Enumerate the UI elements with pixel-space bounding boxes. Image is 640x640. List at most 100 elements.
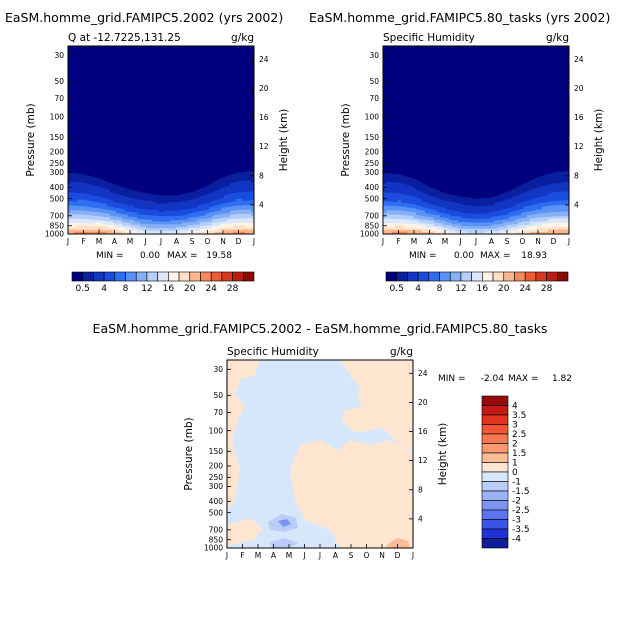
field-cell [413, 232, 417, 234]
field-cell [401, 200, 405, 204]
field-cell [548, 190, 552, 194]
field-cell [122, 225, 126, 228]
field-cell [482, 227, 486, 230]
field-cell [530, 224, 534, 227]
field-cell [440, 218, 444, 222]
field-cell [107, 228, 111, 231]
field-cell [497, 227, 501, 230]
field-cell [218, 208, 222, 212]
field-cell [146, 218, 150, 221]
field-cell [74, 179, 78, 183]
field-cell [485, 221, 489, 224]
field-cell [533, 200, 537, 204]
field-cell [422, 214, 426, 217]
field-cell [416, 201, 420, 205]
field-cell [200, 216, 204, 219]
field-cell [488, 201, 492, 204]
field-cell [95, 203, 99, 207]
field-cell [452, 218, 456, 221]
field-cell [491, 198, 495, 201]
field-cell [173, 198, 177, 201]
field-cell [215, 180, 219, 184]
field-cell [389, 177, 393, 181]
field-cell [506, 209, 510, 212]
field-cell [203, 203, 207, 207]
field-cell [443, 200, 447, 203]
field-cell [131, 218, 135, 221]
field-cell [428, 218, 432, 222]
field-cell [80, 212, 84, 216]
field-cell [533, 188, 537, 192]
field-cell [164, 196, 168, 199]
field-cell [461, 204, 465, 207]
field-cell [128, 191, 132, 194]
field-cell [197, 219, 201, 222]
field-cell [164, 232, 168, 234]
field-cell [467, 218, 471, 221]
field-cell [500, 229, 504, 232]
field-cell [539, 203, 543, 206]
field-cell [206, 221, 210, 225]
x-tick-label: O [205, 237, 211, 246]
field-cell [140, 214, 144, 217]
field-cell [134, 217, 138, 220]
field-cell [248, 189, 252, 193]
colorbar-swatch [242, 271, 255, 282]
field-cell [524, 224, 528, 228]
field-cell [563, 200, 567, 204]
field-cell [155, 201, 159, 204]
field-cell [524, 206, 528, 210]
field-cell [185, 225, 189, 228]
field-cell [143, 229, 147, 232]
field-cell [179, 197, 183, 200]
field-cell [77, 218, 81, 222]
colorbar-swatch [439, 271, 451, 282]
field-cell [503, 195, 507, 198]
field-cell [194, 216, 198, 220]
field-cell [89, 213, 93, 217]
field-cell [527, 183, 531, 186]
field-cell [89, 203, 93, 206]
field-cell [566, 202, 569, 206]
field-cell [401, 229, 405, 233]
field-cell [407, 231, 411, 234]
field-cell [464, 210, 468, 213]
field-cell [494, 219, 498, 222]
field-cell [473, 221, 477, 224]
field-cell [242, 205, 246, 209]
field-cell [410, 217, 414, 221]
field-cell [560, 182, 564, 186]
field-cell [86, 221, 90, 225]
field-cell [80, 199, 84, 203]
field-cell [419, 221, 423, 224]
field-cell [116, 201, 120, 204]
y-tick-label: 200 [50, 148, 65, 157]
field-cell [470, 200, 474, 203]
field-cell [545, 200, 549, 203]
field-cell [383, 183, 387, 187]
field-cell [470, 212, 474, 215]
field-cell [434, 202, 438, 205]
field-cell [494, 206, 498, 209]
field-cell [110, 186, 114, 190]
field-cell [428, 217, 432, 220]
field-cell [86, 175, 90, 178]
field-cell [512, 208, 516, 211]
field-cell [437, 195, 441, 198]
field-cell [215, 182, 219, 186]
field-cell [74, 227, 78, 231]
field-cell [506, 227, 510, 231]
field-cell [125, 209, 129, 212]
field-cell [506, 214, 510, 217]
field-cell [410, 213, 414, 217]
field-cell [428, 222, 432, 225]
field-cell [119, 211, 123, 215]
field-cell [128, 227, 132, 230]
field-cell [251, 231, 254, 234]
field-cell [71, 172, 75, 176]
field-cell [512, 225, 516, 229]
field-cell [533, 228, 537, 231]
field-cell [236, 214, 240, 218]
field-cell [539, 227, 543, 231]
